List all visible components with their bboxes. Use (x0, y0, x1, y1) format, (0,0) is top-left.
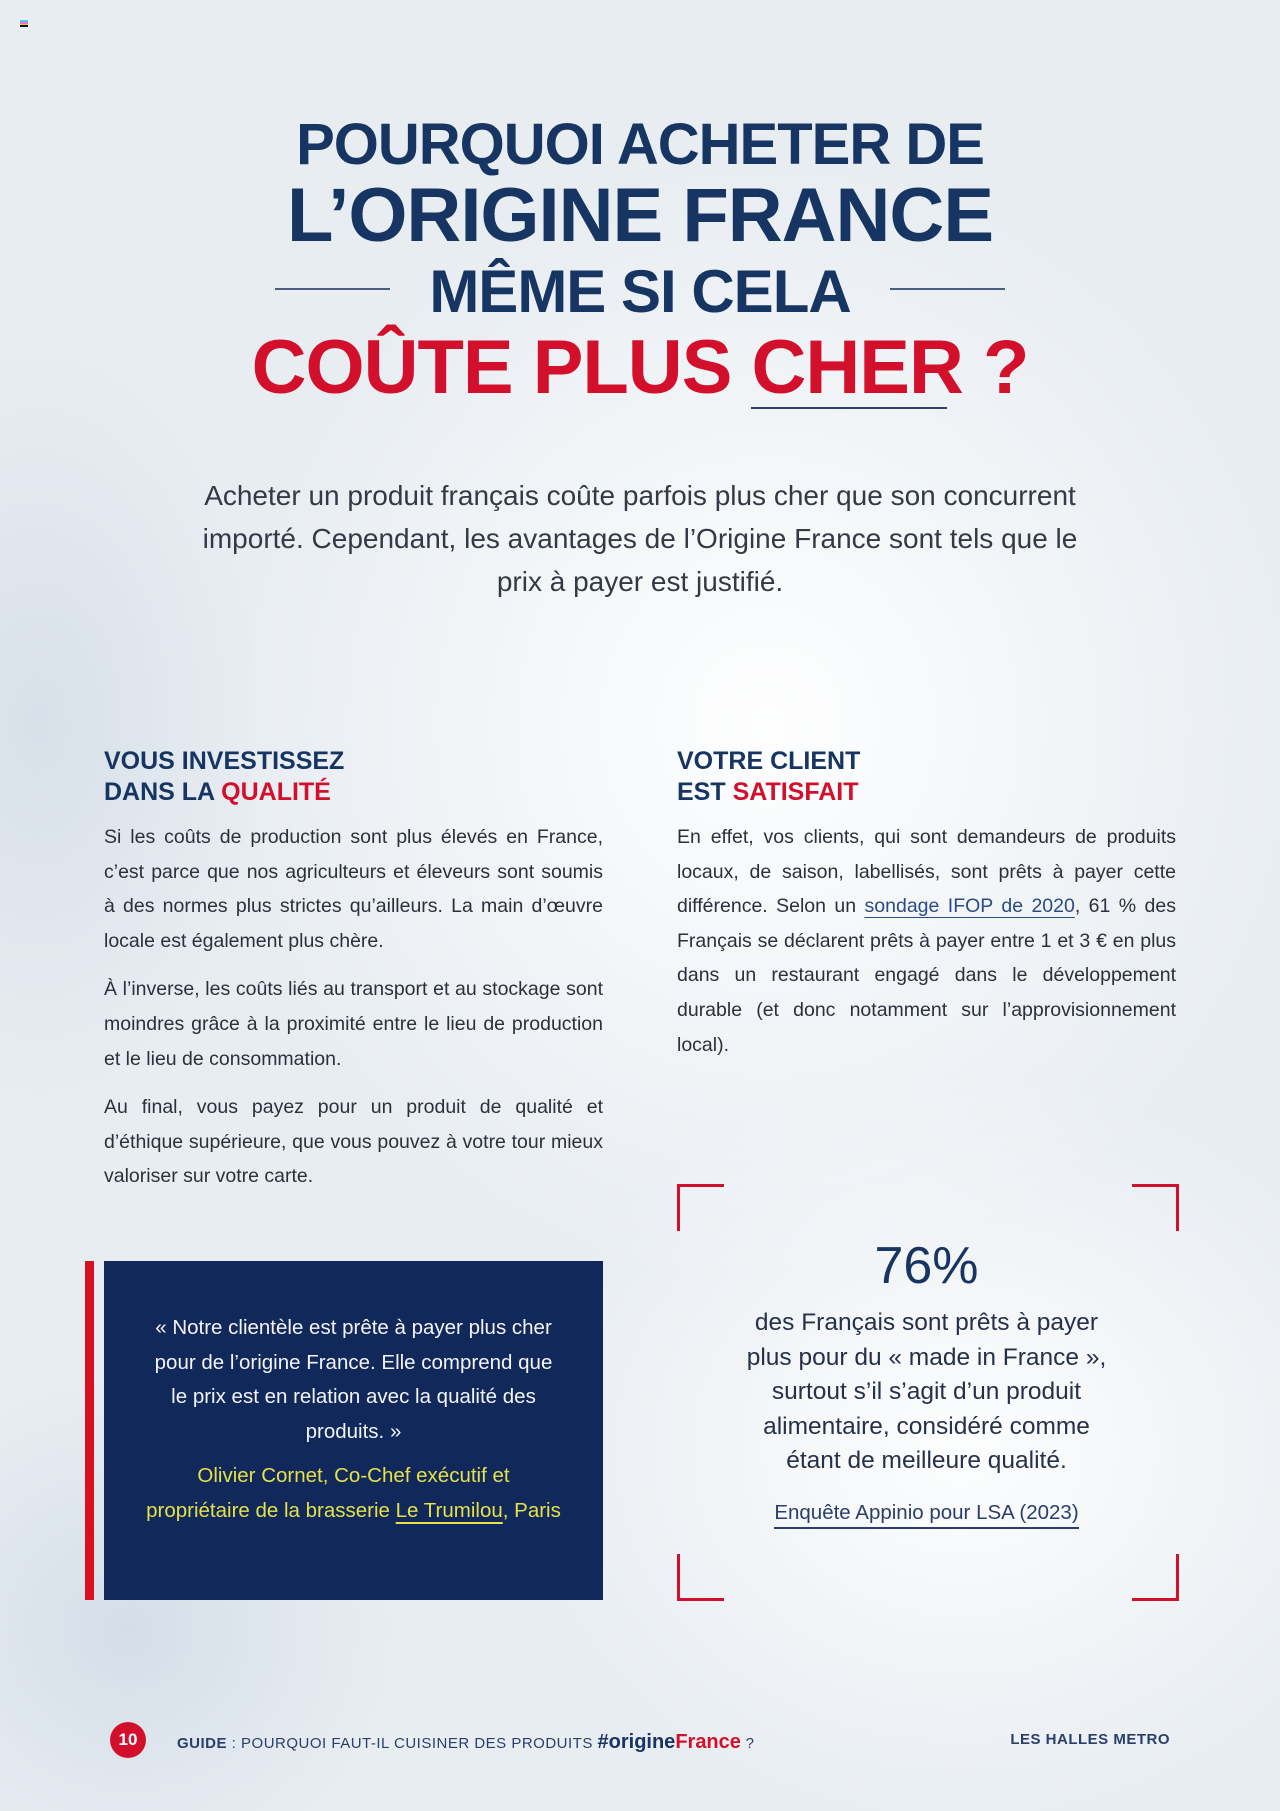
left-section-heading: VOUS INVESTISSEZ DANS LA QUALITÉ (104, 746, 603, 808)
corner-bracket-top-left (677, 1184, 724, 1231)
ifop-survey-link[interactable]: sondage IFOP de 2020 (864, 895, 1075, 918)
heading-line: VOUS INVESTISSEZ (104, 747, 345, 775)
paragraph: À l’inverse, les coûts liés au transport… (104, 978, 603, 1070)
heading-emphasis: SATISFAIT (732, 778, 859, 806)
headline-line-1: POURQUOI ACHETER DE (296, 112, 985, 177)
footer-brand: LES HALLES METRO (1010, 1731, 1170, 1748)
left-section: VOUS INVESTISSEZ DANS LA QUALITÉ Si les c… (104, 746, 603, 1194)
corner-bracket-bottom-right (1132, 1554, 1179, 1601)
author-text: , Paris (502, 1498, 561, 1522)
footer-guide-title: GUIDE : POURQUOI FAUT-IL CUISINER DES PR… (177, 1731, 754, 1754)
corner-bracket-top-right (1132, 1184, 1179, 1231)
quote-box: « Notre clientèle est prête à payer plus… (104, 1261, 603, 1600)
restaurant-link[interactable]: Le Trumilou (395, 1498, 503, 1522)
divider-right (890, 288, 1005, 290)
guide-question-mark: ? (740, 1735, 755, 1752)
hashtag-emphasis: France (675, 1731, 741, 1753)
heading-line: EST (677, 778, 733, 806)
headline-underline (751, 407, 947, 409)
intro-paragraph: Acheter un produit français coûte parfoi… (202, 480, 1078, 597)
paragraph-text: En effet, vos clients, qui sont demandeu… (677, 826, 1176, 918)
heading-line: DANS LA (104, 778, 222, 806)
guide-text: : POURQUOI FAUT-IL CUISINER DES PRODUITS (227, 1735, 598, 1752)
hashtag: #origineFrance (598, 1731, 741, 1753)
author-text: Olivier Cornet, Co-Chef exécutif et prop… (146, 1464, 510, 1522)
paragraph: En effet, vos clients, qui sont demandeu… (677, 820, 1176, 1062)
headline-question-mark: ? (962, 325, 1029, 410)
quote-author: Olivier Cornet, Co-Chef exécutif et prop… (144, 1459, 563, 1528)
paragraph: Au final, vous payez pour un produit de … (104, 1096, 603, 1188)
stat-source-link[interactable]: Enquête Appinio pour LSA (2023) (774, 1501, 1079, 1529)
paragraph: Si les coûts de production sont plus éle… (104, 826, 603, 952)
headline-emphasis: CHER (751, 325, 964, 410)
headline-line-3: MÊME SI CELA (429, 258, 851, 325)
stat-value: 76% (874, 1237, 979, 1295)
heading-line: VOTRE CLIENT (677, 747, 861, 775)
headline-line-2: L’ORIGINE FRANCE (286, 173, 994, 258)
right-section: VOTRE CLIENT EST SATISFAIT En effet, vos … (677, 746, 1176, 1062)
paragraph-text: , 61 % des Français se déclarent prêts à… (677, 895, 1176, 1056)
right-section-heading: VOTRE CLIENT EST SATISFAIT (677, 746, 1176, 808)
color-swatch-icon (20, 20, 28, 27)
stat-description: des Français sont prêts à payer plus pou… (746, 1309, 1107, 1474)
divider-left (275, 288, 390, 290)
headline-line-4: COÛTE PLUS CHER ? (0, 330, 1280, 406)
quote-text: « Notre clientèle est prête à payer plus… (154, 1316, 553, 1443)
stat-callout: 76% des Français sont prêts à payer plus… (677, 1236, 1176, 1529)
heading-emphasis: QUALITÉ (221, 778, 331, 806)
guide-label: GUIDE (177, 1735, 228, 1752)
hashtag-part: #origine (597, 1731, 676, 1753)
headline-part: COÛTE PLUS (251, 325, 752, 410)
corner-bracket-bottom-left (677, 1554, 724, 1601)
quote-accent-bar (85, 1261, 94, 1600)
page-number-badge: 10 (110, 1722, 146, 1758)
